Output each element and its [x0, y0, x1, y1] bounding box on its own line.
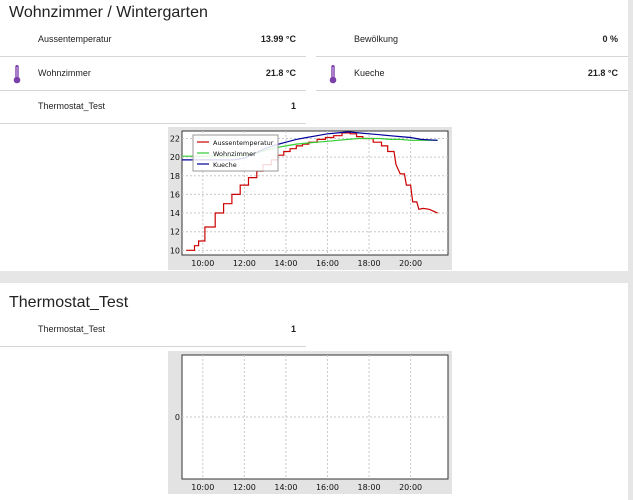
x-tick-label: 10:00 [191, 483, 214, 492]
y-tick-label: 12 [170, 228, 180, 237]
x-tick-label: 12:00 [233, 259, 256, 268]
row-value: 21.8 °C [587, 68, 618, 78]
row-label: Thermostat_Test [38, 101, 106, 111]
y-tick-label: 10 [170, 246, 180, 255]
row-label: Aussentemperatur [38, 34, 112, 44]
row-value: 21.8 °C [265, 68, 296, 78]
legend-label: Wohnzimmer [213, 150, 256, 158]
page-edge [628, 0, 633, 500]
thermometer-icon [13, 65, 21, 84]
y-tick-label: 0 [175, 413, 180, 422]
x-tick-label: 14:00 [274, 259, 297, 268]
row-label: Thermostat_Test [38, 324, 106, 334]
card-wohnzimmer-wintergarten: Wohnzimmer / Wintergarten Aussentemperat… [0, 0, 628, 271]
y-tick-label: 16 [170, 190, 180, 199]
y-tick-label: 20 [170, 153, 180, 162]
legend-label: Kueche [213, 161, 237, 169]
card-title: Wohnzimmer / Wintergarten [9, 4, 208, 21]
row-wohnzimmer[interactable]: Wohnzimmer 21.8 °C [0, 57, 306, 91]
y-tick-label: 18 [170, 172, 180, 181]
row-bewoelkung[interactable]: Bewölkung 0 % [316, 23, 628, 57]
x-tick-label: 12:00 [233, 483, 256, 492]
x-tick-label: 20:00 [399, 259, 422, 268]
card-title: Thermostat_Test [9, 294, 129, 311]
row-value: 1 [290, 101, 296, 111]
y-tick-label: 22 [170, 134, 180, 143]
row-aussentemperatur[interactable]: Aussentemperatur 13.99 °C [0, 23, 306, 57]
x-tick-label: 10:00 [191, 259, 214, 268]
row-value: 1 [290, 324, 296, 334]
thermometer-icon [329, 65, 337, 84]
row-value: 0 % [602, 34, 618, 44]
legend-label: Aussentemperatur [213, 139, 274, 147]
x-tick-label: 16:00 [316, 259, 339, 268]
x-tick-label: 18:00 [358, 259, 381, 268]
card-thermostat-test: Thermostat_Test Thermostat_Test 1 10:00 1… [0, 283, 628, 500]
x-tick-label: 20:00 [399, 483, 422, 492]
row-label: Wohnzimmer [38, 68, 91, 78]
temperature-chart[interactable]: 10:00 12:00 14:00 16:00 18:00 20:00 10 12 14 16 18… [168, 127, 452, 270]
x-tick-label: 14:00 [274, 483, 297, 492]
row-kueche[interactable]: Kueche 21.8 °C [316, 57, 628, 91]
row-label: Kueche [354, 68, 385, 78]
x-tick-label: 18:00 [358, 483, 381, 492]
x-tick-label: 16:00 [316, 483, 339, 492]
y-tick-label: 14 [170, 209, 180, 218]
row-thermostat-test[interactable]: Thermostat_Test 1 [0, 90, 306, 124]
row-thermostat-test[interactable]: Thermostat_Test 1 [0, 313, 306, 347]
thermostat-chart[interactable]: 10:00 12:00 14:00 16:00 18:00 20:00 0 [168, 351, 452, 494]
row-label: Bewölkung [354, 34, 399, 44]
row-value: 13.99 °C [260, 34, 296, 44]
